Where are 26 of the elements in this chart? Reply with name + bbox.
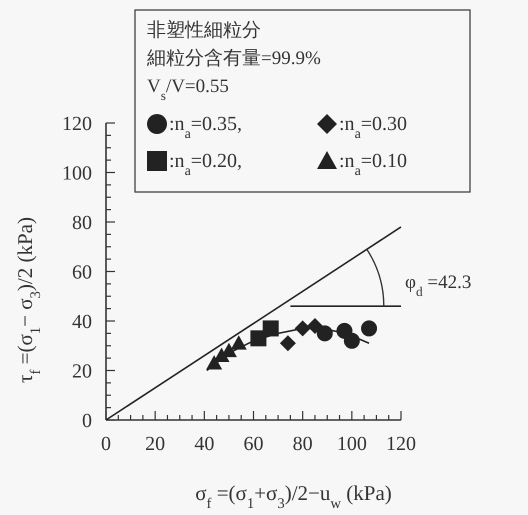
- y-tick-label: 80: [72, 212, 92, 234]
- y-tick-label: 0: [82, 410, 92, 432]
- legend-label: :n$_{a}$=0.35,: [169, 113, 242, 142]
- legend-label: :n$_{a}$=0.20,: [169, 150, 242, 178]
- y-tick-label: 60: [72, 262, 92, 284]
- y-tick-label: 20: [72, 360, 92, 382]
- legend-label: :n$_{a}$=0.10: [339, 150, 408, 178]
- y-tick-label: 120: [62, 113, 92, 135]
- x-tick-label: 80: [292, 433, 313, 455]
- legend-title: 非塑性細粒分: [147, 19, 261, 41]
- x-tick-label: 100: [336, 433, 367, 455]
- y-tick-label: 40: [72, 311, 92, 333]
- y-tick-label: 100: [62, 162, 92, 184]
- x-tick-label: 20: [145, 433, 166, 455]
- text: σ$_{f}$ =(σ$_{1}$+σ$_{3}$)/2−u$_{w}$ (kPa): [195, 481, 392, 512]
- text: V$_{s}$/V=0.55: [147, 76, 229, 102]
- x-tick-label: 120: [386, 433, 416, 455]
- x-tick-label: 40: [194, 433, 214, 455]
- point: [361, 320, 378, 336]
- text: 細粒分含有量=99.9%: [146, 48, 321, 69]
- x-tick-label: 60: [244, 433, 264, 455]
- legend-label: :n$_{a}$=0.30: [339, 113, 408, 142]
- text: φ$_{d}$ =42.3: [405, 272, 472, 298]
- point: [280, 335, 296, 352]
- point: [262, 320, 279, 336]
- x-tick-label: 0: [101, 433, 111, 455]
